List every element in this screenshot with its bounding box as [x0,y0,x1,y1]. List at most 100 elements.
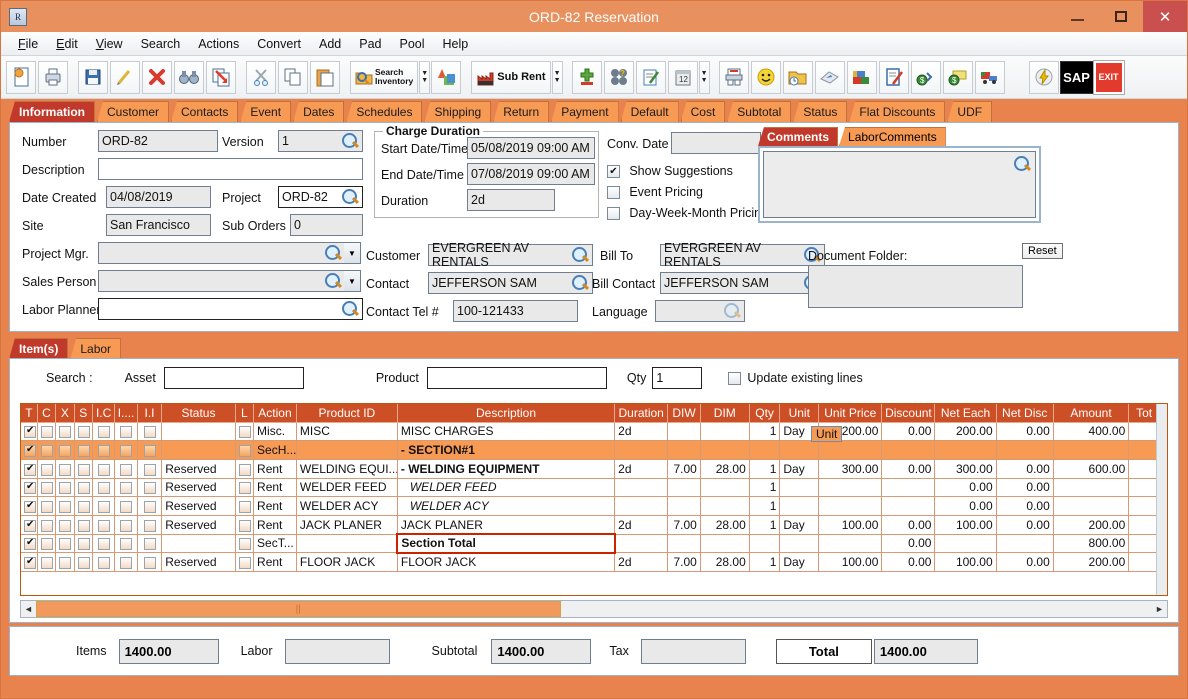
tab-event[interactable]: Event [240,101,292,122]
cell-action[interactable]: Rent [253,552,297,572]
tab-customer[interactable]: Customer [97,101,170,122]
cell-l[interactable] [235,422,255,442]
cell-product-id[interactable]: WELDING EQUI... [296,459,398,479]
cell-c-icon[interactable] [40,556,53,569]
contact-tel-field[interactable]: 100-121433 [453,300,578,322]
cell-i-icon[interactable] [120,556,133,569]
cell-net-disc[interactable] [996,534,1054,554]
cell-dim[interactable] [700,496,750,516]
cell-s[interactable] [74,478,93,498]
cell-status[interactable] [161,440,236,460]
cell-i[interactable] [114,459,138,479]
cell-ic-icon[interactable] [97,538,110,551]
copy-document-icon[interactable] [206,60,236,94]
cell-discount[interactable]: 0.00 [881,534,936,554]
language-search-icon[interactable] [723,302,741,320]
cell-tot[interactable] [1128,534,1160,554]
cell-amount[interactable]: 800.00 [1053,534,1130,554]
cell-s[interactable] [74,496,93,516]
calendar-icon[interactable]: 12 [667,60,698,94]
cell-amount[interactable]: 400.00 [1053,422,1130,442]
cell-duration[interactable]: 2d [614,515,669,535]
cell-c[interactable] [37,440,57,460]
scroll-right-icon[interactable]: ► [1155,604,1164,614]
cell-t[interactable] [21,552,38,572]
project-mgr-dropdown-icon[interactable]: ▼ [344,242,361,264]
cell-description[interactable]: WELDER ACY [397,496,616,516]
new-document-icon[interactable] [6,60,36,94]
cell-ic[interactable] [92,534,116,554]
cell-tot[interactable] [1128,440,1160,460]
tab-return[interactable]: Return [493,101,550,122]
cell-ic[interactable] [92,496,116,516]
cell-l[interactable] [235,440,255,460]
cell-ii-icon[interactable] [143,444,156,457]
cell-t[interactable] [21,515,38,535]
menu-convert[interactable]: Convert [257,36,301,51]
cell-product-id[interactable]: MISC [296,422,398,442]
cell-qty[interactable]: 1 [749,478,781,498]
cell-unit-price[interactable]: 100.00 [818,515,883,535]
cell-product-id[interactable]: FLOOR JACK [296,552,398,572]
cell-l-icon[interactable] [238,556,251,569]
col-net-disc[interactable]: Net Disc [996,404,1054,423]
add-plus-minus-icon[interactable] [571,60,602,94]
cell-ii[interactable] [137,496,163,516]
cell-t[interactable] [21,496,38,516]
crew-help-icon[interactable]: ? [603,60,634,94]
warehouse-stack-icon[interactable] [846,60,877,94]
cell-net-each[interactable]: 0.00 [934,478,997,498]
cell-i[interactable] [114,534,138,554]
menu-pad[interactable]: Pad [359,36,382,51]
cell-tot[interactable] [1128,515,1160,535]
search-inventory-dropdown[interactable]: ▼ ▼ [419,60,431,94]
cell-discount[interactable] [881,478,936,498]
lightning-flash-icon[interactable] [1028,60,1059,94]
cell-qty[interactable]: 1 [749,459,781,479]
exit-button[interactable]: EXIT [1092,59,1125,95]
maximize-button[interactable] [1099,1,1143,32]
tab-default[interactable]: Default [620,101,679,122]
cell-status[interactable]: Reserved [161,478,236,498]
cell-i[interactable] [114,515,138,535]
cell-t-icon[interactable] [24,463,36,476]
sales-person-search-icon[interactable] [324,272,342,290]
asset-input[interactable] [163,367,304,389]
cell-l-icon[interactable] [238,519,251,532]
project-field[interactable]: ORD-82 [278,186,363,208]
tab-comments[interactable]: Comments [758,127,839,146]
cell-net-each[interactable] [934,534,997,554]
cell-duration[interactable] [614,534,669,554]
cell-x[interactable] [55,459,75,479]
cell-i[interactable] [114,478,138,498]
version-search-icon[interactable] [341,132,359,150]
cell-ic-icon[interactable] [97,463,110,476]
cell-i-icon[interactable] [120,444,133,457]
table-row[interactable]: SecT... Section Total 0.00 800.00 [21,533,1160,554]
cell-description[interactable]: WELDER FEED [397,478,616,498]
cell-ii-icon[interactable] [143,556,156,569]
product-input[interactable] [426,367,607,389]
cell-ii-icon[interactable] [143,463,156,476]
cell-discount[interactable] [881,440,936,460]
show-suggestions-checkbox[interactable]: Show Suggestions [607,164,733,179]
cell-duration[interactable] [614,478,669,498]
total-button[interactable]: Total [775,638,872,664]
col-qty[interactable]: Qty [749,404,781,423]
cell-status[interactable]: Reserved [161,496,236,516]
cell-l-icon[interactable] [238,482,251,495]
event-pricing-check-icon[interactable] [607,186,620,200]
cell-x[interactable] [55,440,75,460]
cell-diw[interactable]: 7.00 [667,515,701,535]
cell-x[interactable] [55,552,75,572]
cell-discount[interactable]: 0.00 [881,459,936,479]
save-icon[interactable] [78,60,108,94]
col-action[interactable]: Action [253,404,297,423]
col-product-id[interactable]: Product ID [296,404,398,423]
cell-duration[interactable]: 2d [614,422,669,442]
cell-qty[interactable]: 1 [749,515,781,535]
cell-c-icon[interactable] [40,463,53,476]
cell-net-each[interactable] [934,440,997,460]
